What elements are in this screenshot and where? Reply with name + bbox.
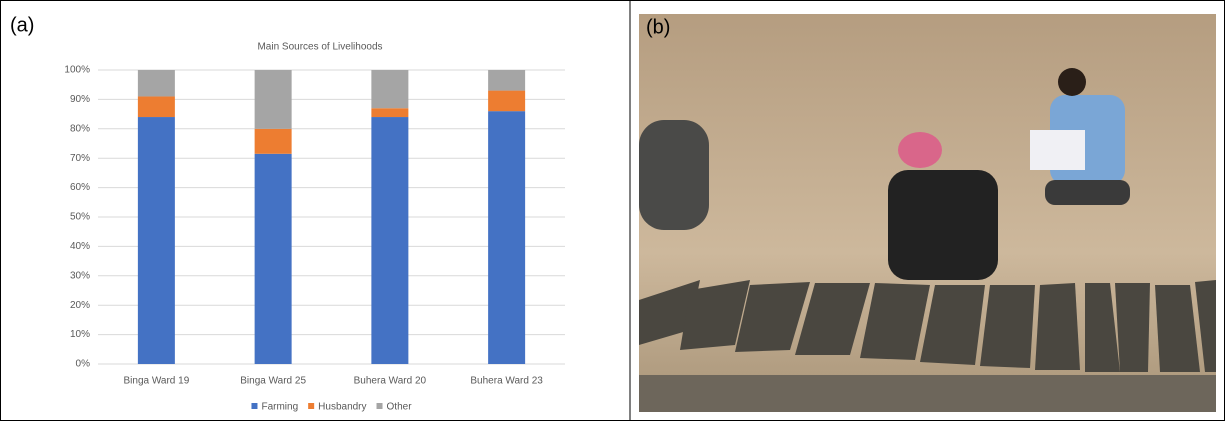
y-tick-label: 40%	[70, 241, 90, 252]
panel-label: (a)	[10, 14, 34, 36]
bar-segment	[488, 90, 526, 112]
y-tick-label: 70%	[70, 153, 90, 164]
y-tick-label: 10%	[70, 329, 90, 340]
legend-label: Other	[387, 402, 413, 413]
mud-bricks	[639, 280, 1216, 412]
x-tick-label: Buhera Ward 23	[470, 376, 543, 387]
legend-swatch	[376, 403, 383, 409]
people	[639, 68, 1130, 280]
x-tick-label: Binga Ward 25	[240, 376, 306, 387]
x-tick-label: Buhera Ward 20	[354, 376, 427, 387]
y-tick-label: 60%	[70, 182, 90, 193]
y-tick-label: 50%	[70, 212, 90, 223]
y-tick-label: 0%	[76, 359, 91, 370]
bar-segment	[137, 117, 175, 364]
legend-label: Husbandry	[318, 402, 366, 413]
chart-title: Main Sources of Livelihoods	[257, 42, 382, 53]
bar-segment	[254, 70, 292, 129]
photo	[639, 14, 1216, 412]
bar-segment	[254, 128, 292, 154]
bar-segment	[371, 108, 409, 118]
legend-label: Farming	[261, 402, 298, 413]
y-tick-label: 20%	[70, 300, 90, 311]
bar-segment	[137, 96, 175, 118]
bar-segment	[488, 70, 526, 91]
y-tick-label: 90%	[70, 94, 90, 105]
y-tick-label: 30%	[70, 270, 90, 281]
panel-label: (b)	[646, 16, 670, 38]
bar-segment	[488, 111, 526, 364]
bar-segment	[371, 70, 409, 109]
legend-swatch	[308, 403, 315, 409]
y-tick-label: 100%	[64, 65, 90, 76]
bar-segment	[371, 117, 409, 364]
legend-swatch	[251, 403, 258, 409]
bar-segment	[254, 153, 292, 364]
bar-segment	[137, 70, 175, 97]
y-tick-label: 80%	[70, 123, 90, 134]
x-tick-label: Binga Ward 19	[123, 376, 189, 387]
